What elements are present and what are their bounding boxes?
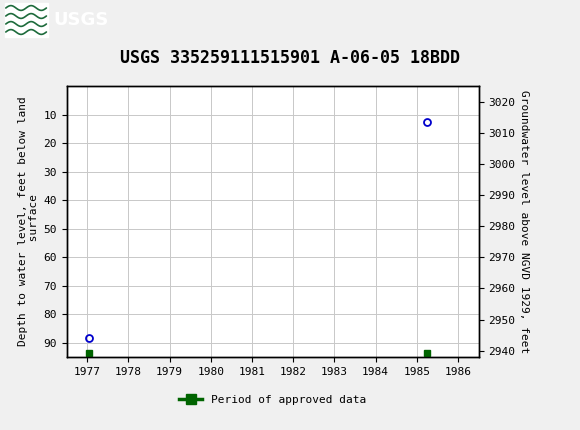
Legend: Period of approved data: Period of approved data: [175, 391, 370, 410]
Y-axis label: Groundwater level above NGVD 1929, feet: Groundwater level above NGVD 1929, feet: [519, 90, 530, 353]
Y-axis label: Depth to water level, feet below land
 surface: Depth to water level, feet below land su…: [18, 97, 39, 346]
Bar: [5, 3, 48, 37]
Text: USGS 335259111515901 A-06-05 18BDD: USGS 335259111515901 A-06-05 18BDD: [120, 49, 460, 67]
Text: USGS: USGS: [53, 11, 108, 29]
